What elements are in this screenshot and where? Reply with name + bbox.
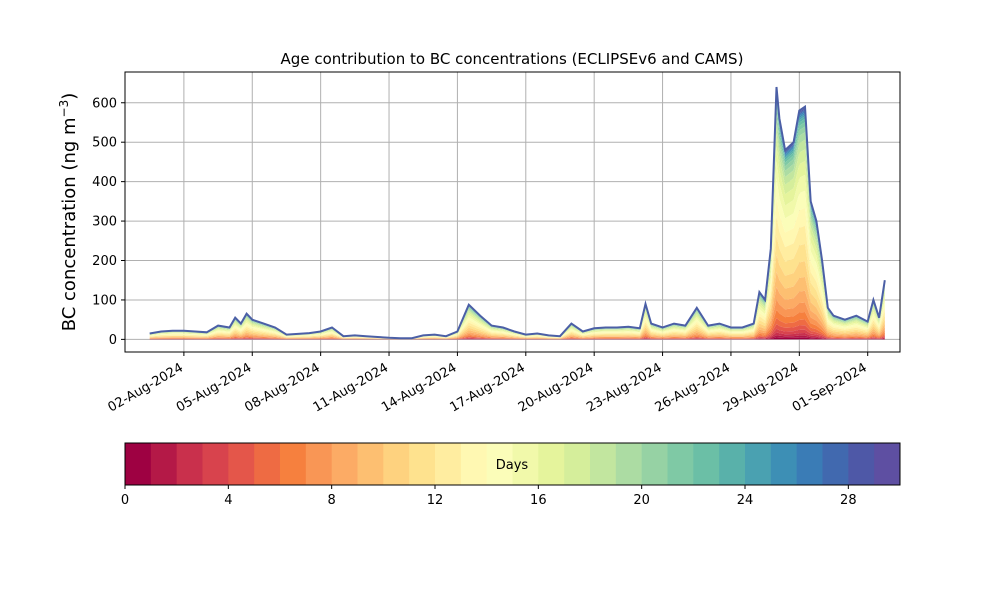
age-bands xyxy=(149,87,885,340)
x-tick-label: 20-Aug-2024 xyxy=(516,360,596,415)
colorbar-segment xyxy=(202,443,229,485)
colorbar-segment xyxy=(228,443,255,485)
colorbar xyxy=(124,442,901,486)
y-tick-label: 0 xyxy=(109,333,117,348)
x-tick-label: 26-Aug-2024 xyxy=(653,360,733,415)
y-axis-label-text: BC concentration (ng m xyxy=(59,117,80,331)
colorbar-tick-label: 20 xyxy=(633,493,650,508)
colorbar-segment xyxy=(564,443,591,485)
colorbar-segment xyxy=(770,443,798,485)
colorbar-label: Days xyxy=(496,458,529,473)
colorbar-segment xyxy=(719,443,746,485)
plot-frame xyxy=(124,71,901,353)
y-axis-label-superscript: −3 xyxy=(57,100,71,118)
colorbar-segment xyxy=(486,443,513,485)
colorbar-segment xyxy=(693,443,720,485)
colorbar-segment xyxy=(280,443,307,485)
colorbar-segment xyxy=(512,443,539,485)
x-tick-label: 01-Sep-2024 xyxy=(790,360,870,415)
age-band-0 xyxy=(149,337,885,340)
total-concentration-line xyxy=(149,86,886,340)
y-tick-label: 100 xyxy=(92,293,117,308)
colorbar-segment xyxy=(125,443,152,485)
colorbar-axis: 0 4 8 12 16 20 24 28 xyxy=(121,485,857,508)
colorbar-segment xyxy=(150,443,178,485)
x-tick-label: 08-Aug-2024 xyxy=(242,360,322,415)
colorbar-tick-label: 8 xyxy=(328,493,336,508)
x-tick-label: 14-Aug-2024 xyxy=(379,360,459,415)
y-tick-label: 400 xyxy=(92,175,117,190)
colorbar-segment xyxy=(331,443,358,485)
colorbar-segment xyxy=(874,443,901,485)
colorbar-segment xyxy=(615,443,643,485)
colorbar-tick-label: 16 xyxy=(530,493,547,508)
colorbar-segment xyxy=(357,443,384,485)
y-tick-label: 500 xyxy=(92,136,117,151)
colorbar-tick-label: 4 xyxy=(224,493,232,508)
colorbar-segment xyxy=(796,443,823,485)
colorbar-tick-label: 0 xyxy=(121,493,129,508)
x-tick-label: 23-Aug-2024 xyxy=(584,360,664,415)
colorbar-segment xyxy=(383,443,410,485)
x-tick-label: 29-Aug-2024 xyxy=(721,360,801,415)
x-tick-label: 11-Aug-2024 xyxy=(311,360,391,415)
colorbar-segment xyxy=(667,443,694,485)
y-axis: 0 100 200 300 400 500 600 xyxy=(92,96,125,348)
colorbar-segment xyxy=(176,443,203,485)
colorbar-segment xyxy=(305,443,333,485)
x-tick-label: 17-Aug-2024 xyxy=(447,360,527,415)
y-tick-label: 300 xyxy=(92,215,117,230)
colorbar-segment xyxy=(254,443,281,485)
colorbar-segment xyxy=(822,443,849,485)
y-tick-label: 600 xyxy=(92,96,117,111)
colorbar-segment xyxy=(409,443,436,485)
grid-lines xyxy=(125,72,900,352)
y-axis-label: BC concentration (ng m−3) xyxy=(57,93,80,332)
colorbar-segment xyxy=(848,443,875,485)
x-tick-label: 05-Aug-2024 xyxy=(174,360,254,415)
y-tick-label: 200 xyxy=(92,254,117,269)
y-axis-label-suffix: ) xyxy=(59,93,80,100)
colorbar-tick-label: 12 xyxy=(427,493,444,508)
colorbar-segment xyxy=(641,443,668,485)
colorbar-segment xyxy=(590,443,617,485)
colorbar-frame xyxy=(124,442,901,486)
chart-title: Age contribution to BC concentrations (E… xyxy=(281,50,744,68)
colorbar-segment xyxy=(745,443,772,485)
colorbar-segment xyxy=(435,443,462,485)
colorbar-tick-label: 24 xyxy=(737,493,754,508)
colorbar-segment xyxy=(460,443,488,485)
x-axis: 02-Aug-202405-Aug-202408-Aug-202411-Aug-… xyxy=(106,352,870,416)
colorbar-tick-label: 28 xyxy=(840,493,857,508)
x-tick-label: 02-Aug-2024 xyxy=(106,360,186,415)
colorbar-segment xyxy=(538,443,565,485)
